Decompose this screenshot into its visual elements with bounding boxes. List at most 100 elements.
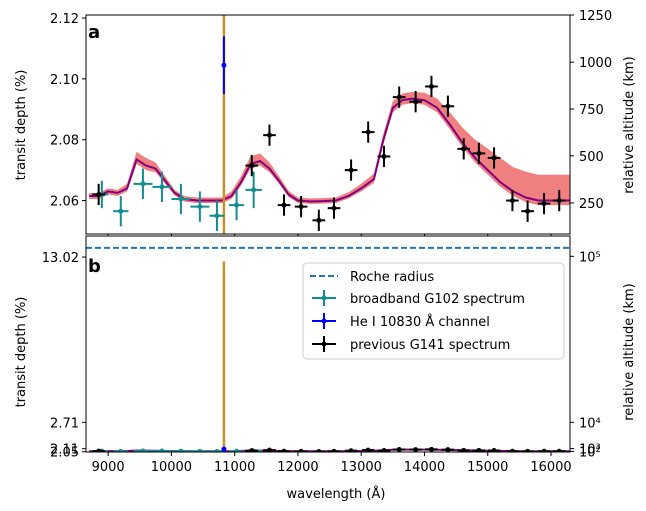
model-uncertainty-band — [89, 92, 570, 206]
g141-point-4 — [294, 195, 308, 218]
legend-g141-label: previous G141 spectrum — [350, 338, 510, 353]
g141-point-19 — [537, 448, 551, 452]
g141-point-18-marker — [525, 208, 531, 214]
panel-b: 9000 10000 11000 12000 13000 14000 15000 16000 2… — [42, 235, 601, 475]
g102-point-8 — [245, 171, 262, 209]
g141-point-0 — [92, 183, 105, 206]
y-tick-label-a-2.08: 2.08 — [50, 134, 79, 149]
g141-point-18 — [521, 200, 534, 222]
x-tick-label-14000: 14000 — [404, 460, 445, 475]
g141-point-7-marker — [348, 167, 354, 173]
g102-point-6 — [209, 448, 225, 452]
y2-tick-label-a-4: 1250 — [579, 9, 612, 24]
g141-point-6-marker — [331, 448, 337, 452]
g141-point-2-marker — [266, 132, 272, 138]
g141-point-20-marker — [556, 448, 562, 452]
he-channel-point — [221, 36, 227, 95]
y-tick-label-b-2.11: 2.11 — [50, 443, 79, 458]
g141-point-20-marker — [556, 198, 562, 204]
g141-point-16 — [487, 448, 501, 452]
g141-point-15-marker — [476, 447, 482, 452]
g141-point-5 — [312, 209, 326, 231]
g141-point-1-marker — [249, 448, 255, 452]
g102-point-3 — [152, 448, 172, 452]
g141-point-12 — [425, 446, 438, 452]
model-line — [89, 97, 570, 203]
x-axis-label: wavelength (Å) — [287, 486, 386, 502]
g102-point-2 — [133, 448, 153, 452]
y-tick-label-b-13.02: 13.02 — [42, 251, 79, 266]
panel-a-y2-label: relative altitude (km) — [622, 56, 637, 194]
g102-point-2-marker — [140, 181, 146, 187]
g141-point-11-marker — [413, 447, 419, 452]
g141-point-14 — [457, 138, 471, 160]
g141-point-5-marker — [316, 449, 322, 452]
g141-point-13-marker — [445, 103, 451, 109]
g141-point-11 — [409, 91, 422, 113]
legend-he-swatch — [312, 313, 336, 329]
g141-point-1 — [245, 448, 259, 452]
g141-point-1-marker — [249, 163, 255, 169]
g141-point-3-marker — [281, 448, 287, 452]
g141-point-16-marker — [491, 155, 497, 161]
g102-point-3-marker — [159, 448, 165, 452]
g141-point-3 — [277, 448, 291, 452]
g102-point-6-marker — [214, 448, 220, 452]
g102-point-8-marker — [251, 187, 257, 193]
g141-point-8-marker — [365, 447, 371, 452]
panel-b-label: b — [88, 256, 101, 277]
g141-point-14-marker — [461, 447, 467, 452]
g141-point-15 — [472, 447, 486, 452]
he-channel-point-marker — [221, 62, 227, 68]
g102-point-1-marker — [118, 208, 124, 214]
legend-g141-swatch — [312, 336, 336, 352]
g141-point-6 — [327, 448, 341, 452]
g141-point-12-marker — [428, 83, 434, 89]
panel-a: 2.06 2.08 2.10 2.12 250 500 750 1000 1250 a — [50, 9, 612, 238]
g141-point-19-marker — [541, 448, 547, 452]
g141-point-11-marker — [413, 99, 419, 105]
g141-point-2-marker — [266, 447, 272, 452]
g141-point-10 — [392, 86, 406, 108]
g102-point-7-marker — [234, 202, 240, 208]
g141-point-17 — [506, 448, 519, 452]
g141-point-0-marker — [96, 191, 102, 197]
g141-point-2 — [263, 124, 276, 146]
y2-tick-label-a-1: 500 — [579, 150, 604, 165]
g141-point-7-marker — [348, 448, 354, 452]
y2-tick-label-b-0: 10² — [579, 445, 601, 460]
g141-point-14 — [457, 447, 471, 452]
g141-point-3 — [277, 194, 291, 216]
g141-point-16 — [487, 147, 501, 169]
legend: Roche radius broadband G102 spectrum He … — [302, 262, 565, 360]
g102-point-4 — [171, 183, 191, 215]
g102-point-3 — [152, 171, 172, 203]
x-tick-label-11000: 11000 — [214, 460, 255, 475]
g102-point-6-marker — [214, 213, 220, 219]
y-tick-label-a-2.1: 2.10 — [50, 73, 79, 88]
panel-b-y-label: transit depth (%) — [14, 297, 29, 408]
panel-b-ticks: 9000 10000 11000 12000 13000 14000 15000 16000 2… — [42, 250, 601, 475]
g141-point-19 — [537, 192, 551, 215]
g141-point-11 — [409, 447, 422, 452]
legend-box — [302, 262, 565, 360]
g141-point-9 — [377, 145, 391, 168]
y2-tick-label-a-0: 250 — [579, 197, 604, 212]
g141-point-14-marker — [461, 146, 467, 152]
g141-point-13 — [441, 447, 455, 452]
x-tick-label-16000: 16000 — [530, 460, 571, 475]
he-channel-point — [221, 446, 227, 452]
x-tick-label-10000: 10000 — [151, 460, 192, 475]
g141-point-10-marker — [396, 447, 402, 452]
g102-point-1-marker — [118, 448, 124, 452]
x-tick-label-9000: 9000 — [92, 460, 125, 475]
g102-point-5 — [190, 191, 210, 222]
g141-point-4 — [294, 448, 308, 452]
g141-point-13-marker — [445, 447, 451, 452]
panel-a-ticks: 2.06 2.08 2.10 2.12 250 500 750 1000 1250 — [50, 9, 612, 238]
y-tick-label-b-2.05: 2.05 — [50, 446, 79, 461]
g141-point-18 — [521, 448, 534, 452]
g141-point-17-marker — [509, 448, 515, 452]
g141-point-10 — [392, 447, 406, 452]
